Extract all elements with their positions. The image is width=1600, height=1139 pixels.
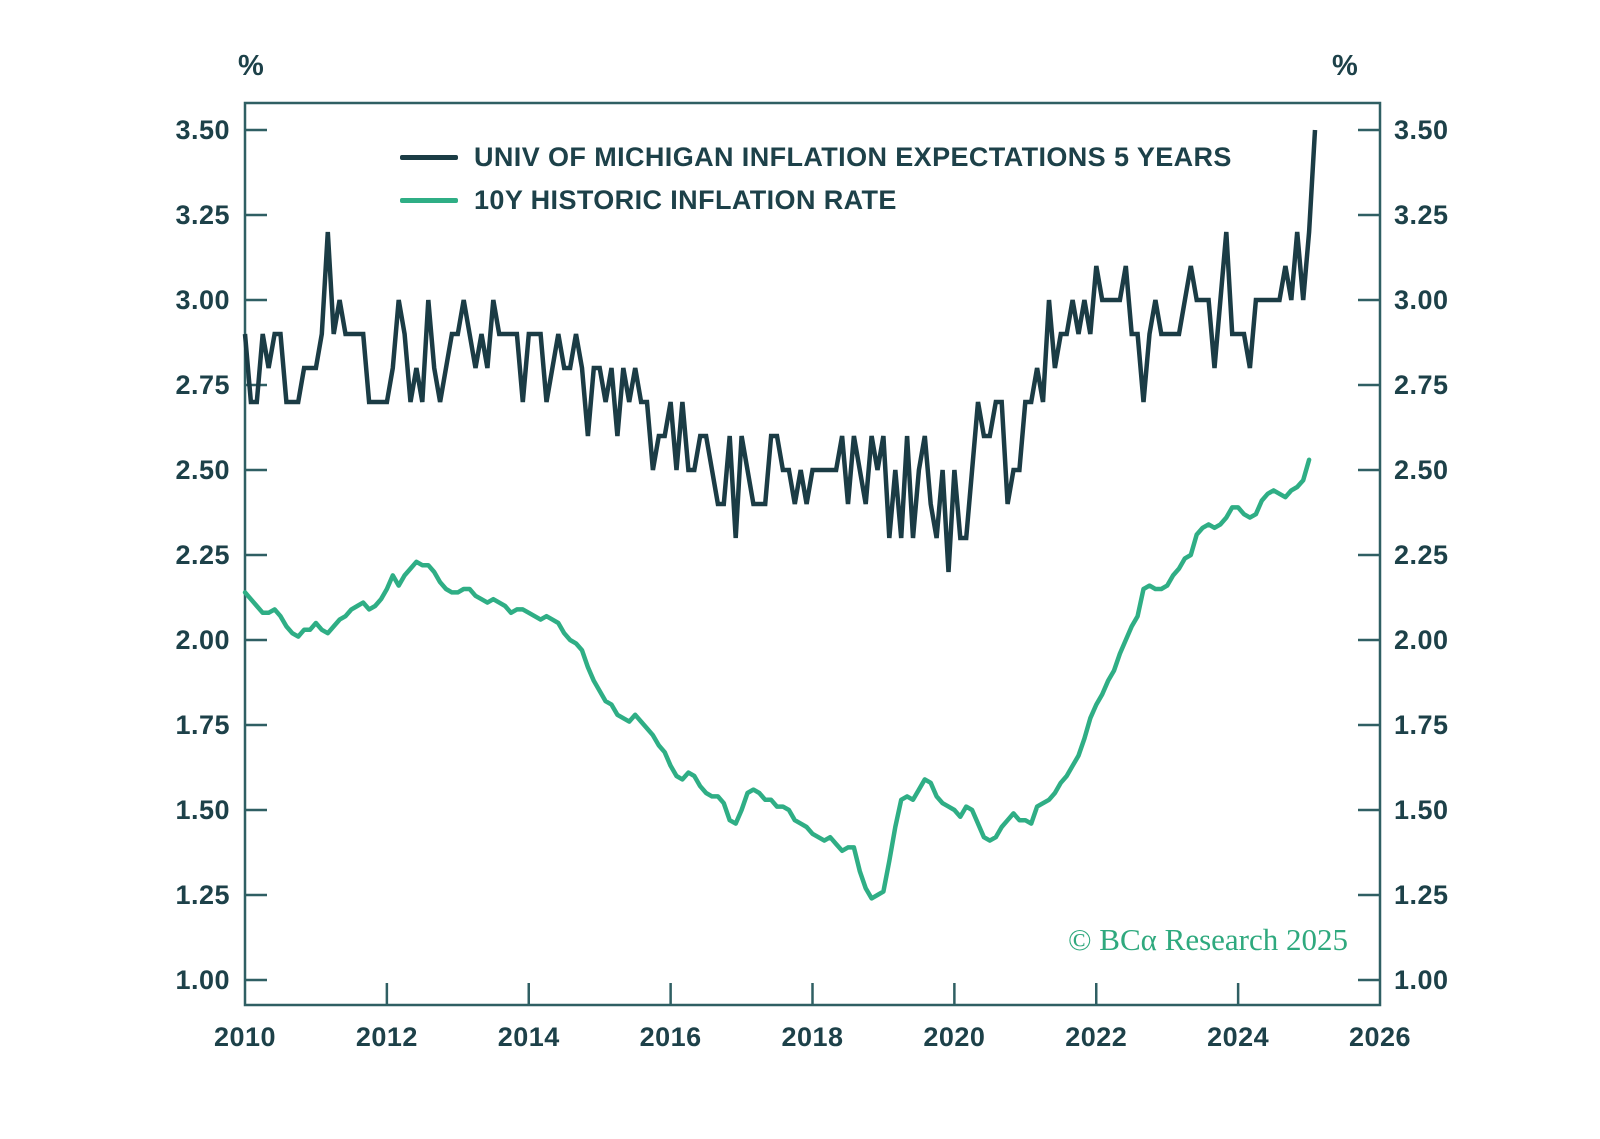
x-tick-label: 2010 <box>214 1022 276 1052</box>
y-tick-label-right: 1.75 <box>1394 710 1449 740</box>
y-tick-label-left: 1.25 <box>175 880 230 910</box>
x-tick-label: 2022 <box>1065 1022 1127 1052</box>
x-tick-label: 2020 <box>923 1022 985 1052</box>
y-tick-label-left: 1.50 <box>175 795 230 825</box>
y-tick-label-right: 3.25 <box>1394 200 1449 230</box>
y-tick-label-right: 1.25 <box>1394 880 1449 910</box>
y-tick-label-right: 1.50 <box>1394 795 1449 825</box>
x-tick-label: 2014 <box>498 1022 560 1052</box>
legend-label-10y-inflation: 10Y HISTORIC INFLATION RATE <box>474 184 897 215</box>
legend-line-sample-10y-inflation <box>400 197 458 203</box>
y-tick-label-right: 3.50 <box>1394 115 1449 145</box>
y-tick-label-right: 2.25 <box>1394 540 1449 570</box>
legend-item-10y-inflation: 10Y HISTORIC INFLATION RATE <box>400 183 1232 217</box>
y-tick-label-left: 2.50 <box>175 455 230 485</box>
y-tick-label-left: 2.25 <box>175 540 230 570</box>
y-tick-label-left: 1.75 <box>175 710 230 740</box>
x-tick-label: 2024 <box>1207 1022 1269 1052</box>
series-line-10y-inflation <box>242 457 1312 901</box>
legend: UNIV OF MICHIGAN INFLATION EXPECTATIONS … <box>400 140 1232 217</box>
y-axis-unit-right: % <box>1332 50 1358 82</box>
y-tick-label-left: 1.00 <box>175 965 230 995</box>
legend-item-umich: UNIV OF MICHIGAN INFLATION EXPECTATIONS … <box>400 140 1232 174</box>
legend-line-sample-umich <box>400 154 458 160</box>
y-tick-label-right: 2.00 <box>1394 625 1449 655</box>
y-axis-unit-left: % <box>238 50 264 82</box>
y-tick-label-left: 3.50 <box>175 115 230 145</box>
y-tick-label-left: 3.25 <box>175 200 230 230</box>
y-tick-label-right: 2.75 <box>1394 370 1449 400</box>
x-tick-label: 2016 <box>640 1022 702 1052</box>
y-tick-label-right: 1.00 <box>1394 965 1449 995</box>
y-tick-label-left: 2.75 <box>175 370 230 400</box>
x-tick-label: 2026 <box>1349 1022 1411 1052</box>
watermark: © BCα Research 2025 <box>1068 922 1348 957</box>
plot-frame <box>243 101 1382 1007</box>
x-tick-label: 2012 <box>356 1022 418 1052</box>
y-tick-label-left: 2.00 <box>175 625 230 655</box>
y-tick-label-right: 3.00 <box>1394 285 1449 315</box>
series-line-umich <box>242 129 1318 573</box>
x-tick-label: 2018 <box>781 1022 843 1052</box>
legend-label-umich: UNIV OF MICHIGAN INFLATION EXPECTATIONS … <box>474 141 1232 172</box>
y-tick-label-left: 3.00 <box>175 285 230 315</box>
y-tick-label-right: 2.50 <box>1394 455 1449 485</box>
